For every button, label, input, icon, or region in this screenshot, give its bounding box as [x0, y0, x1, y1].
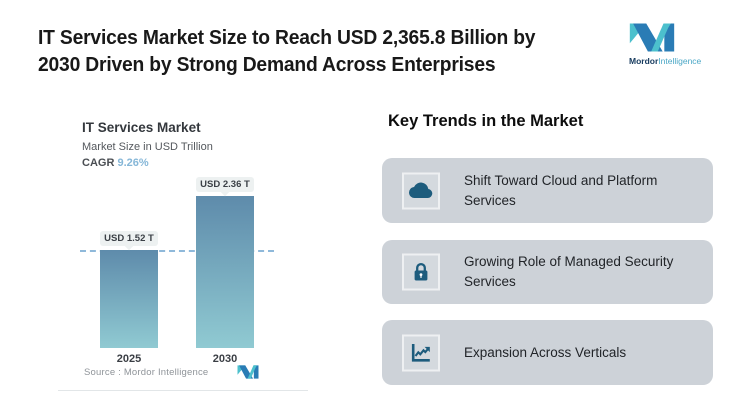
line-chart-icon — [402, 334, 440, 371]
bar-2025 — [100, 250, 158, 348]
reference-dashed-line — [80, 250, 274, 252]
mordor-m-icon — [629, 23, 675, 52]
market-size-chart-card: IT Services Market Market Size in USD Tr… — [58, 100, 308, 391]
bar-value-label: USD 1.52 T — [100, 231, 158, 246]
bar-2030 — [196, 196, 254, 348]
logo-wordmark: MordorIntelligence — [629, 56, 709, 66]
bar-value-label: USD 2.36 T — [196, 177, 254, 192]
trend-card-security: Growing Role of Managed Security Service… — [382, 240, 713, 304]
chart-subtitle: Market Size in USD Trillion — [82, 141, 213, 153]
chart-source: Source : Mordor Intelligence — [84, 367, 209, 378]
chart-cagr: CAGR 9.26% — [82, 157, 149, 169]
trend-card-verticals: Expansion Across Verticals — [382, 320, 713, 385]
cagr-label: CAGR — [82, 157, 115, 169]
source-mordor-m-icon — [237, 365, 259, 379]
trend-card-cloud: Shift Toward Cloud and Platform Services — [382, 158, 713, 223]
x-axis-label: 2025 — [116, 353, 142, 365]
lock-icon — [402, 253, 440, 291]
logo-word-mordor: Mordor — [629, 56, 659, 66]
cloud-icon — [402, 172, 440, 209]
trends-heading: Key Trends in the Market — [388, 112, 584, 130]
mordor-intelligence-logo: MordorIntelligence — [629, 22, 709, 66]
logo-word-intelligence: Intelligence — [658, 56, 702, 66]
trend-label: Growing Role of Managed Security Service… — [464, 254, 674, 289]
page-title: IT Services Market Size to Reach USD 2,3… — [38, 24, 640, 78]
page-title-line2: 2030 Driven by Strong Demand Across Ente… — [38, 53, 496, 76]
cagr-value: 9.26% — [117, 157, 149, 169]
trend-label: Expansion Across Verticals — [464, 344, 627, 360]
x-axis-label: 2030 — [212, 353, 238, 365]
chart-title: IT Services Market — [82, 120, 201, 135]
trend-label: Shift Toward Cloud and Platform Services — [464, 172, 658, 208]
page-title-line1: IT Services Market Size to Reach USD 2,3… — [38, 26, 536, 49]
